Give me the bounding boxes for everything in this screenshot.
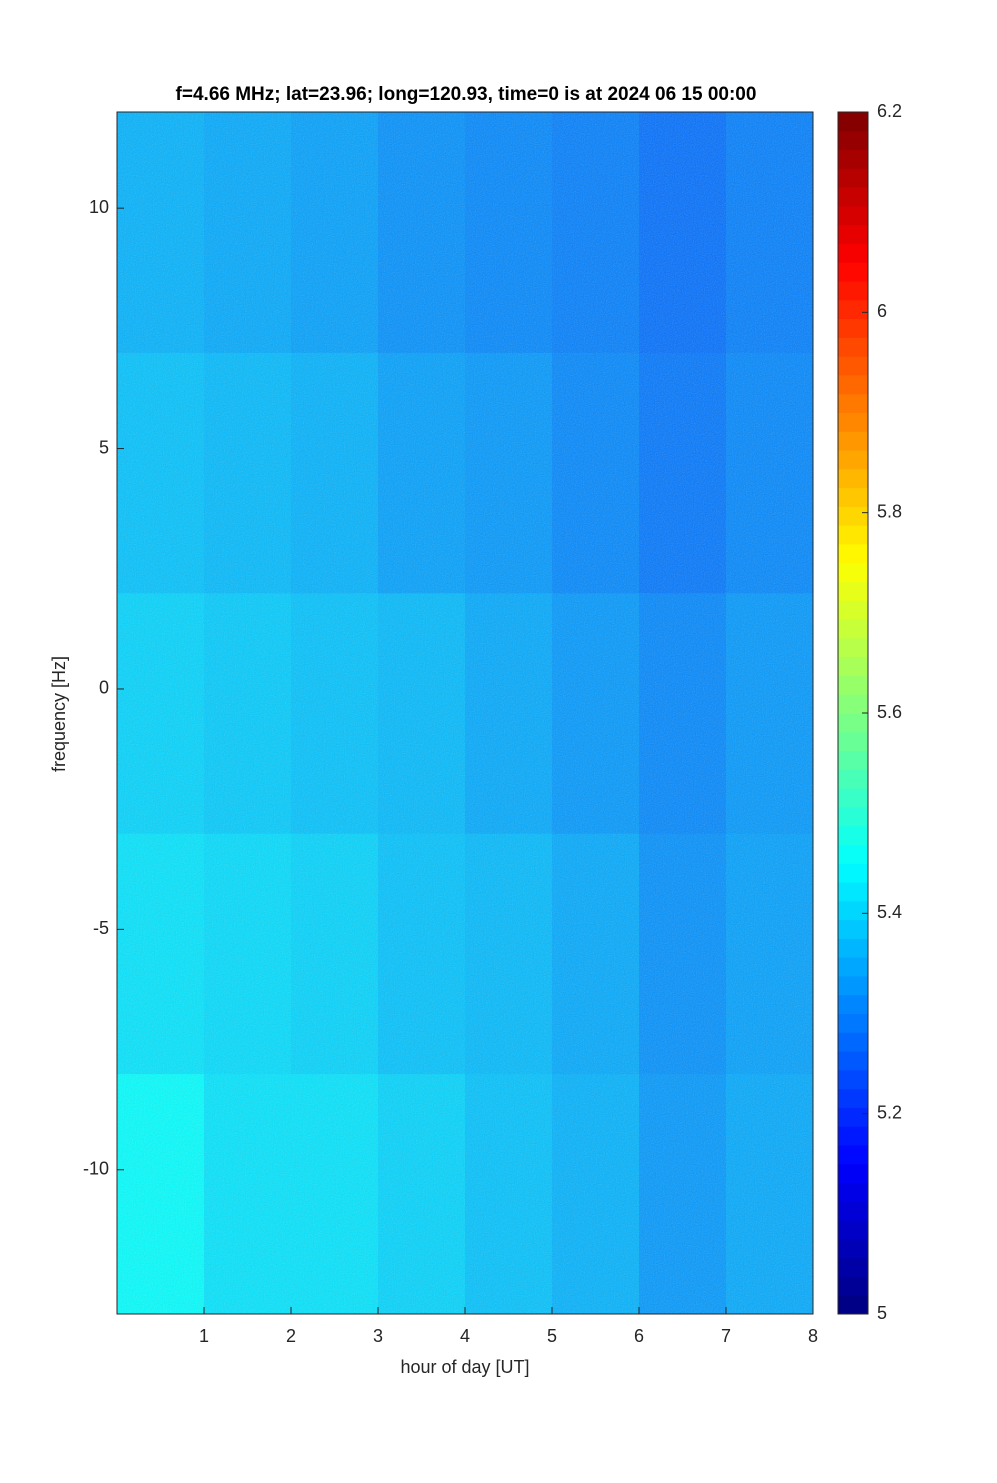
colorbar-step — [838, 243, 868, 263]
colorbar-step — [838, 543, 868, 564]
colorbar-step — [838, 806, 868, 827]
colorbar-step — [838, 299, 868, 320]
x-tick-label: 5 — [547, 1326, 557, 1346]
colorbar-step — [838, 1163, 868, 1184]
colorbar-step — [838, 938, 868, 958]
colorbar-tick-label: 5.6 — [877, 702, 902, 722]
colorbar-step — [838, 487, 868, 507]
x-axis-label: hour of day [UT] — [400, 1357, 529, 1377]
y-axis-label: frequency [Hz] — [49, 656, 69, 772]
colorbar-step — [838, 168, 868, 188]
y-tick-label: 10 — [89, 197, 109, 217]
x-tick-label: 2 — [286, 1326, 296, 1346]
y-tick-label: -10 — [83, 1159, 109, 1179]
colorbar-step — [838, 619, 868, 639]
colorbar-step — [838, 1295, 868, 1315]
colorbar-step — [838, 994, 868, 1014]
colorbar-step — [838, 525, 868, 545]
colorbar-step — [838, 1144, 868, 1165]
colorbar-tick-label: 6.2 — [877, 101, 902, 121]
x-tick-label: 8 — [808, 1326, 818, 1346]
colorbar-step — [838, 149, 868, 169]
colorbar-step — [838, 750, 868, 770]
colorbar-step — [838, 1051, 868, 1071]
colorbar-step — [838, 337, 868, 357]
colorbar-step — [838, 882, 868, 902]
colorbar-step — [838, 600, 868, 620]
colorbar-step — [838, 581, 868, 601]
colorbar-step — [838, 863, 868, 883]
colorbar-step — [838, 112, 868, 132]
colorbar-step — [838, 825, 868, 845]
colorbar-step — [838, 374, 868, 395]
colorbar-step — [838, 506, 868, 526]
colorbar-step — [838, 844, 868, 864]
colorbar-step — [838, 1220, 868, 1240]
colorbar-step — [838, 356, 868, 376]
colorbar-step — [838, 1069, 868, 1090]
colorbar-step — [838, 656, 868, 676]
colorbar-step — [838, 1257, 868, 1277]
colorbar-step — [838, 788, 868, 808]
chart-title: f=4.66 MHz; lat=23.96; long=120.93, time… — [176, 84, 757, 105]
colorbar-step — [838, 1088, 868, 1108]
y-tick-label: -5 — [93, 918, 109, 938]
colorbar-step — [838, 450, 868, 470]
colorbar-step — [838, 1013, 868, 1033]
colorbar-step — [838, 281, 868, 301]
colorbar-step — [838, 957, 868, 977]
colorbar-step — [838, 1182, 868, 1202]
colorbar-step — [838, 412, 868, 432]
texture — [117, 112, 813, 1314]
y-tick-label: 0 — [99, 678, 109, 698]
x-tick-label: 1 — [199, 1326, 209, 1346]
x-tick-label: 4 — [460, 1326, 470, 1346]
colorbar-step — [838, 205, 868, 226]
colorbar-step — [838, 1126, 868, 1146]
colorbar-step — [838, 1276, 868, 1296]
colorbar-step — [838, 468, 868, 489]
colorbar-tick-label: 5.2 — [877, 1102, 902, 1122]
colorbar-step — [838, 919, 868, 939]
colorbar-step — [838, 562, 868, 583]
colorbar-step — [838, 393, 868, 413]
x-tick-label: 3 — [373, 1326, 383, 1346]
colorbar-step — [838, 224, 868, 244]
colorbar-step — [838, 1238, 868, 1259]
colorbar-tick-label: 6 — [877, 301, 887, 321]
y-tick-label: 5 — [99, 437, 109, 457]
colorbar: 5 5.2 5.4 5.6 5.8 6 6.2 — [837, 101, 902, 1323]
colorbar-step — [838, 431, 868, 451]
colorbar-step — [838, 187, 868, 207]
x-tick-label: 7 — [721, 1326, 731, 1346]
colorbar-step — [838, 1032, 868, 1052]
colorbar-step — [838, 1107, 868, 1127]
colorbar-step — [838, 637, 868, 658]
colorbar-step — [838, 1201, 868, 1221]
colorbar-step — [838, 731, 868, 752]
colorbar-step — [838, 675, 868, 695]
colorbar-tick-label: 5 — [877, 1303, 887, 1323]
x-tick-label: 6 — [634, 1326, 644, 1346]
colorbar-step — [838, 769, 868, 789]
colorbar-step — [838, 262, 868, 282]
colorbar-step — [838, 713, 868, 733]
colorbar-step — [838, 694, 868, 714]
colorbar-step — [838, 318, 868, 338]
colorbar-tick-label: 5.8 — [877, 501, 902, 521]
colorbar-step — [838, 900, 868, 921]
colorbar-step — [838, 130, 868, 151]
colorbar-tick-label: 5.4 — [877, 902, 902, 922]
colorbar-step — [838, 975, 868, 996]
